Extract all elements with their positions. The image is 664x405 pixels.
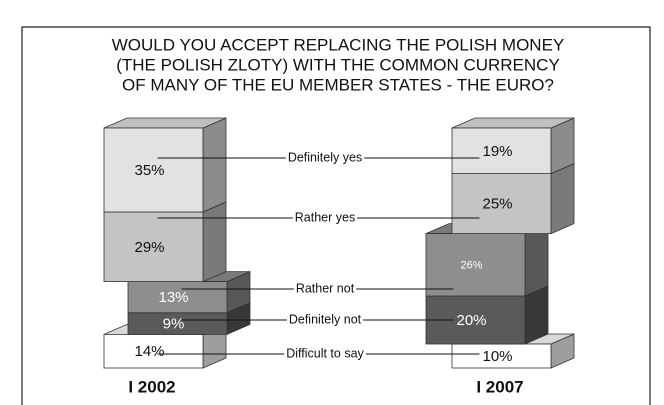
category-label: Rather not xyxy=(296,281,355,295)
category-label: Definitely not xyxy=(289,312,362,326)
value-label: 26% xyxy=(460,260,482,272)
block xyxy=(103,127,204,213)
value-label: 19% xyxy=(482,143,512,160)
block xyxy=(127,281,228,314)
block xyxy=(425,233,526,297)
block xyxy=(451,343,552,369)
series-label: I 2002 xyxy=(128,377,175,396)
block-side xyxy=(202,201,227,283)
value-label: 9% xyxy=(163,316,185,333)
category-label: Difficult to say xyxy=(286,346,364,360)
block-side xyxy=(524,222,549,297)
block xyxy=(103,211,204,282)
block-side xyxy=(550,162,575,235)
block xyxy=(451,127,552,174)
value-label: 14% xyxy=(134,343,164,360)
frame xyxy=(21,26,651,405)
chart-title: (THE POLISH ZLOTY) WITH THE COMMON CURRE… xyxy=(116,55,560,74)
chart-title: WOULD YOU ACCEPT REPLACING THE POLISH MO… xyxy=(112,35,565,54)
value-label: 13% xyxy=(158,289,188,306)
category-label: Rather yes xyxy=(295,210,355,224)
value-label: 20% xyxy=(456,312,486,329)
value-label: 10% xyxy=(482,348,512,365)
value-label: 25% xyxy=(482,196,512,213)
block-side xyxy=(202,117,227,213)
category-label: Definitely yes xyxy=(288,150,362,164)
series-label: I 2007 xyxy=(476,377,523,396)
chart-title: OF MANY OF THE EU MEMBER STATES - THE EU… xyxy=(122,75,554,94)
value-label: 29% xyxy=(134,239,164,256)
value-label: 35% xyxy=(134,162,164,179)
block xyxy=(451,173,552,235)
